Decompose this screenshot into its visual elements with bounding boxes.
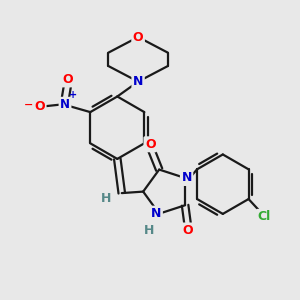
- Text: O: O: [63, 73, 73, 86]
- Text: Cl: Cl: [257, 210, 271, 224]
- Text: N: N: [182, 172, 192, 184]
- Text: N: N: [60, 98, 70, 111]
- Text: O: O: [133, 31, 143, 44]
- Text: N: N: [151, 207, 161, 220]
- Text: O: O: [145, 138, 156, 151]
- Text: H: H: [101, 192, 112, 205]
- Text: O: O: [183, 224, 194, 237]
- Text: H: H: [144, 224, 154, 236]
- Text: N: N: [133, 75, 143, 88]
- Text: O: O: [34, 100, 45, 113]
- Text: −: −: [24, 100, 33, 110]
- Text: +: +: [69, 90, 77, 100]
